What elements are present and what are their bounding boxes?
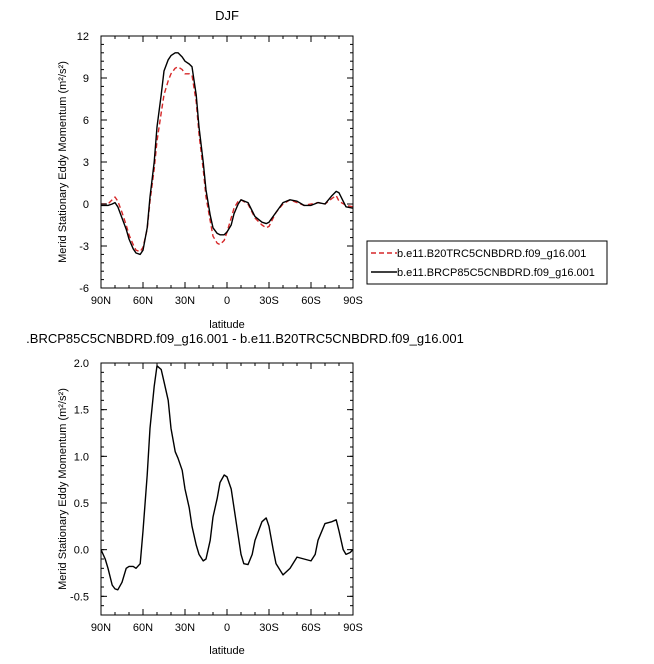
chart1-series-0-line: [101, 365, 353, 591]
chart0-series-1-line: [101, 52, 353, 256]
chart1-xtick-label: 90S: [343, 622, 363, 634]
top-chart-xlabel: latitude: [209, 319, 244, 331]
chart1-xtick-label: 60N: [133, 622, 153, 634]
chart1-xtick-label: 90N: [91, 622, 111, 634]
legend-label-1: b.e11.BRCP85C5CNBDRD.f09_g16.001: [397, 267, 595, 279]
chart0-xtick-label: 60S: [301, 295, 321, 307]
chart0-ytick-label: 3: [83, 157, 89, 169]
chart0-ytick-label: 12: [77, 31, 89, 43]
chart0-ytick-label: -3: [79, 241, 89, 253]
chart0-frame: [100, 35, 354, 289]
chart0-ytick-label: -6: [79, 283, 89, 295]
chart1-ytick-label: 1.5: [74, 405, 89, 417]
chart1-ytick-label: 0.5: [74, 498, 89, 510]
bottom-chart-title: .BRCP85C5CNBDRD.f09_g16.001 - b.e11.B20T…: [26, 331, 464, 346]
bottom-chart-ylabel: Merid Stationary Eddy Momentum (m²/s²): [57, 388, 69, 590]
top-chart: DJF Merid Stationary Eddy Momentum (m²/s…: [57, 8, 608, 331]
legend-box: [366, 240, 608, 285]
top-chart-axes: 90N 60N 30N 0 30S 60S 90S -6 -3 0 3 6 9 12: [77, 31, 363, 307]
legend-label-0: b.e11.B20TRC5CNBDRD.f09_g16.001: [397, 248, 586, 260]
chart1-xtick-label: 60S: [301, 622, 321, 634]
chart0-xtick-label: 0: [224, 295, 230, 307]
chart0-ytick-label: 6: [83, 115, 89, 127]
chart0-xtick-label: 30S: [259, 295, 279, 307]
chart1-xtick-label: 30N: [175, 622, 195, 634]
chart1-ytick-label: 2.0: [74, 358, 89, 370]
chart0-ytick-label: 9: [83, 73, 89, 85]
chart0-ytick-label: 0: [83, 199, 89, 211]
bottom-chart-series-group: [101, 365, 353, 591]
top-chart-title: DJF: [215, 8, 239, 23]
chart1-ytick-label: -0.5: [70, 591, 89, 603]
bottom-chart-axes: 90N 60N 30N 0 30S 60S 90S -0.5 0.0 0.5 1.0 1.5 2.0: [70, 358, 363, 634]
chart1-xtick-label: 0: [224, 622, 230, 634]
chart0-xtick-label: 90N: [91, 295, 111, 307]
chart0-xtick-label: 90S: [343, 295, 363, 307]
bottom-chart: .BRCP85C5CNBDRD.f09_g16.001 - b.e11.B20T…: [26, 331, 464, 657]
chart1-xtick-label: 30S: [259, 622, 279, 634]
chart0-xtick-label: 30N: [175, 295, 195, 307]
chart0-series-0-line: [101, 66, 353, 253]
chart1-ytick-label: 0.0: [74, 545, 89, 557]
chart1-frame: [100, 362, 354, 616]
top-chart-series-group: [101, 52, 353, 256]
top-chart-legend: b.e11.B20TRC5CNBDRD.f09_g16.001 b.e11.BRC…: [366, 240, 608, 285]
chart1-ytick-label: 1.0: [74, 451, 89, 463]
top-chart-ylabel: Merid Stationary Eddy Momentum (m²/s²): [57, 61, 69, 263]
bottom-chart-xlabel: latitude: [209, 645, 244, 657]
chart0-xtick-label: 60N: [133, 295, 153, 307]
